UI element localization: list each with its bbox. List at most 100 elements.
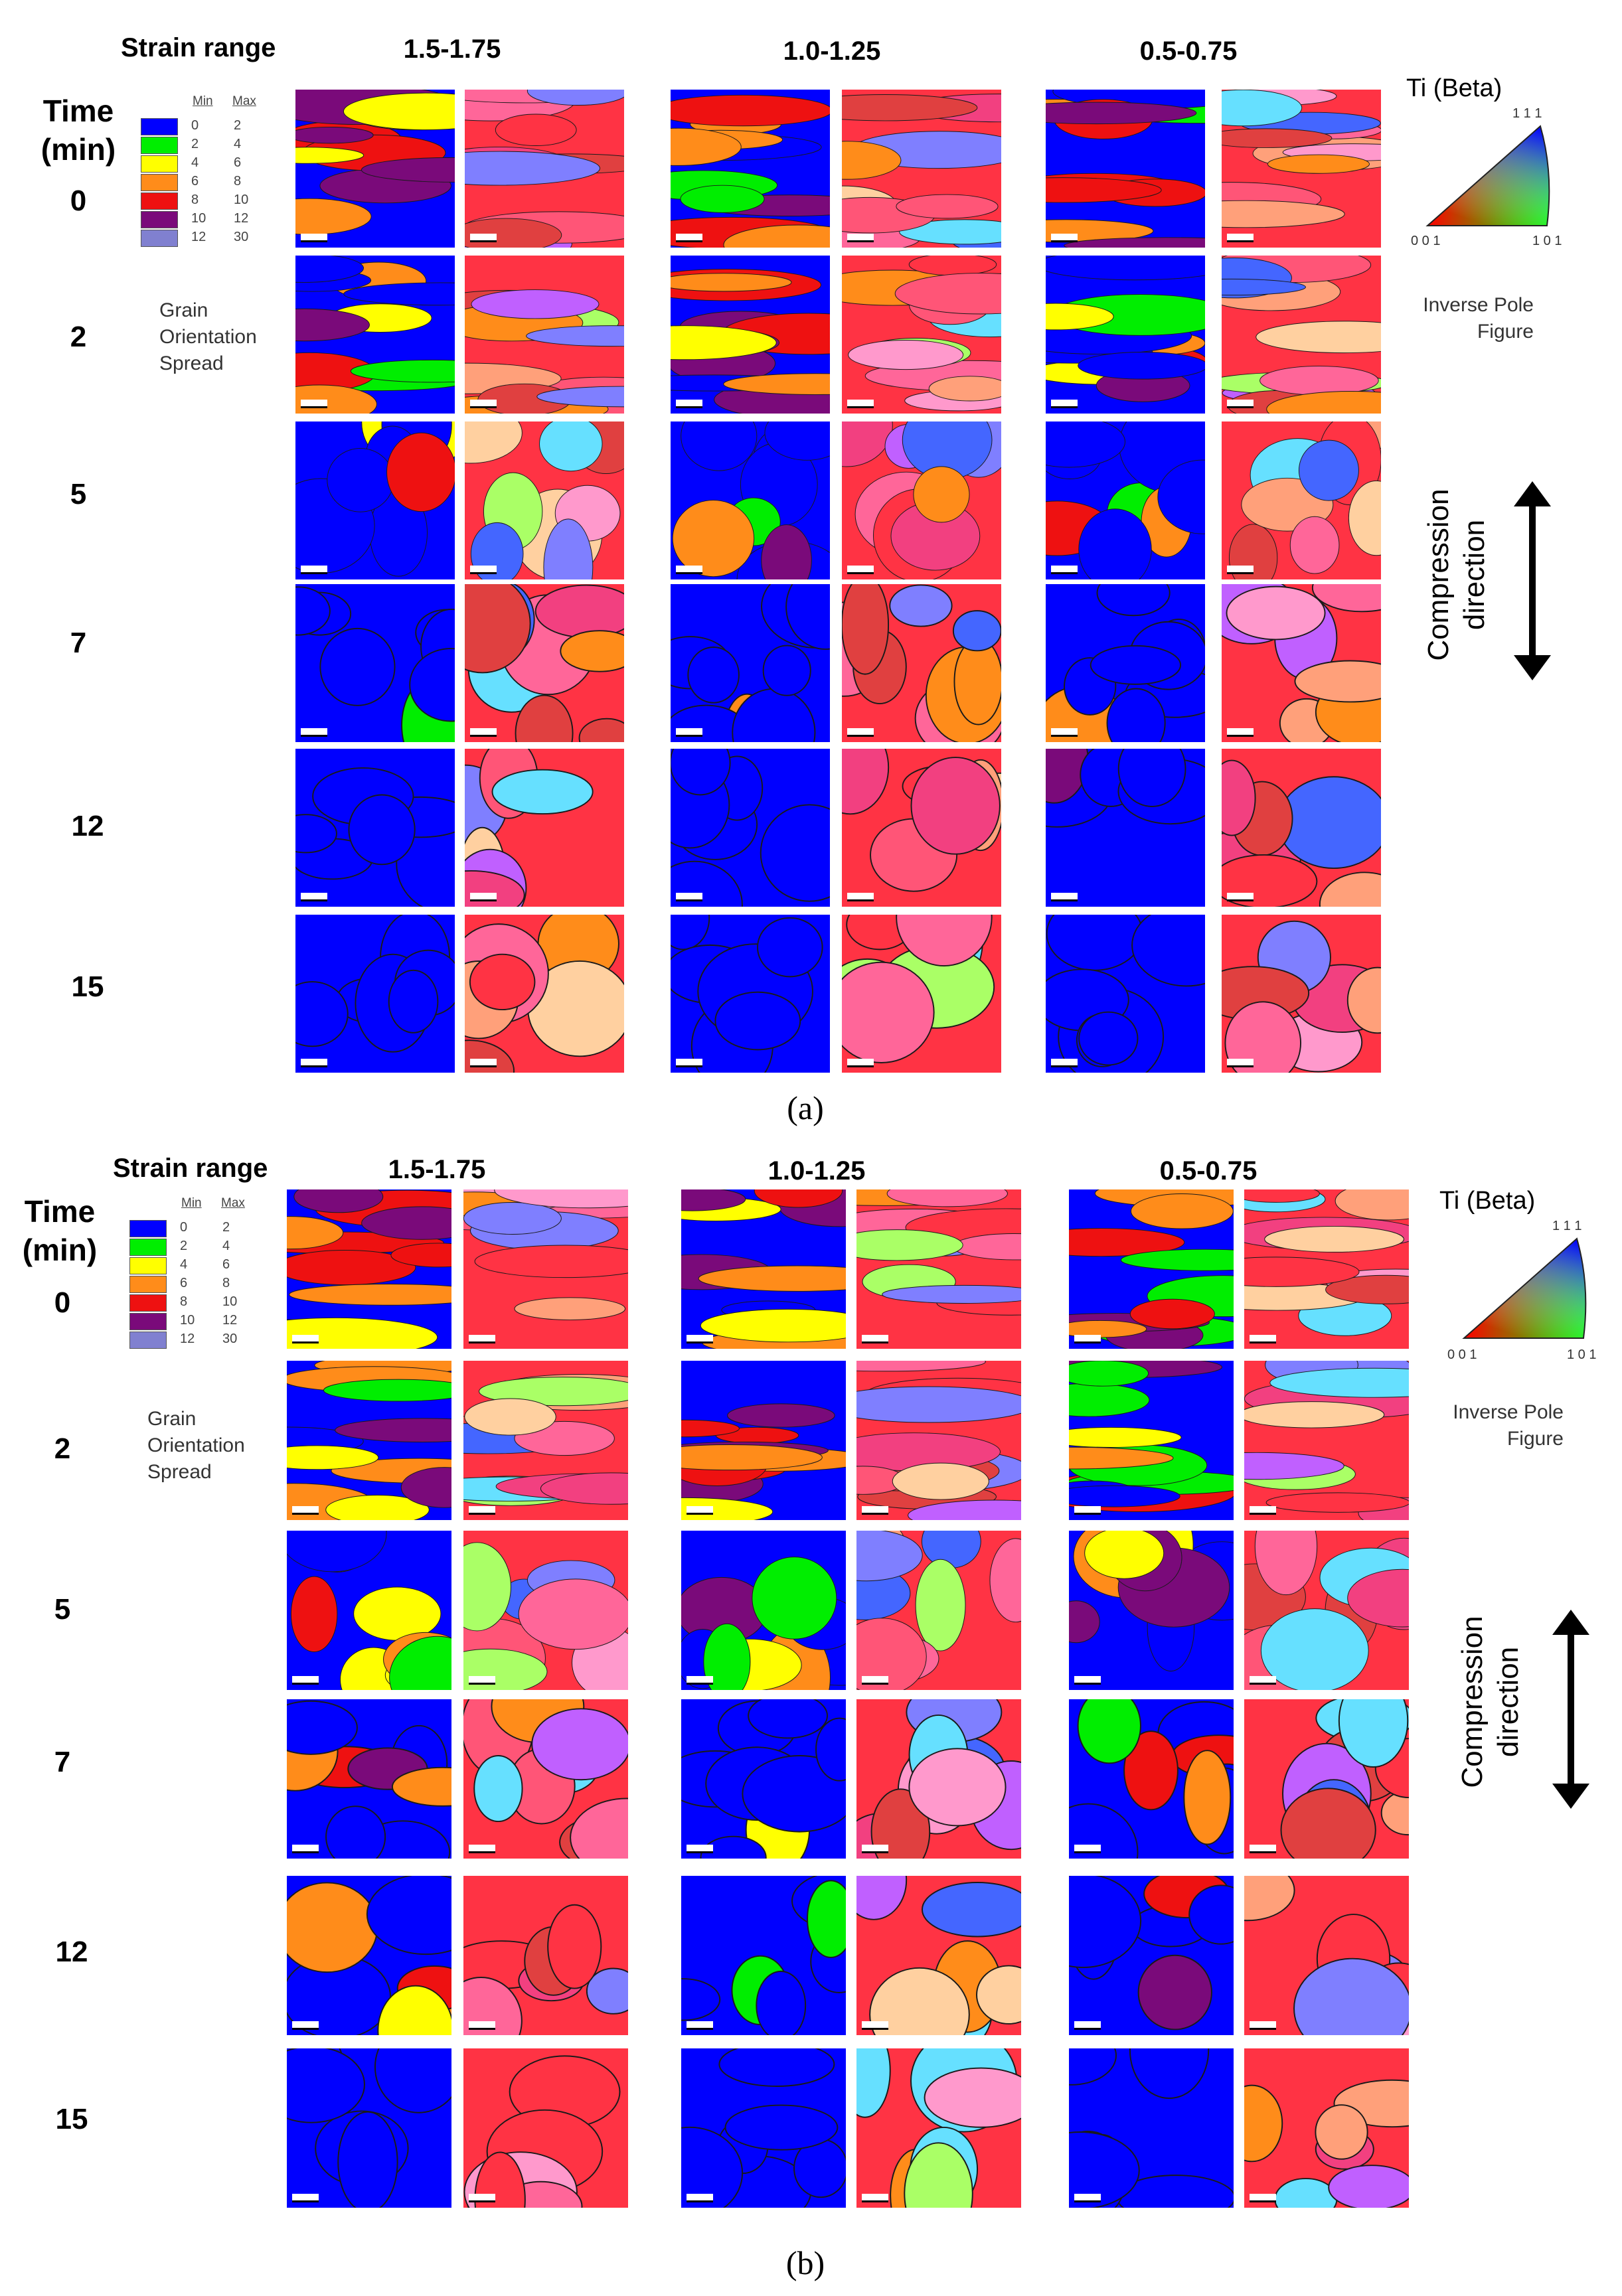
scale-bar — [1250, 1335, 1276, 1343]
gos-legend: Min Max 0 2 2 4 4 6 6 8 8 10 10 12 12 30 — [141, 94, 280, 273]
compression-arrow-icon — [1552, 1610, 1589, 1809]
legend-min: 10 — [180, 1313, 195, 1328]
scale-bar — [1051, 234, 1078, 242]
ipf-map-tile — [465, 915, 624, 1073]
legend-caption: Grain Orientation Spread — [159, 299, 257, 374]
legend-max: 2 — [222, 1220, 230, 1235]
gos-map-tile — [1069, 1361, 1234, 1520]
legend-min: 0 — [180, 1220, 188, 1235]
ipf-map-tile — [1244, 1189, 1409, 1349]
gos-map-tile — [681, 1361, 846, 1520]
scale-bar — [301, 566, 327, 574]
scale-bar — [1227, 1059, 1254, 1067]
gos-map-tile — [681, 1876, 846, 2035]
strain-range-label: Strain range — [121, 33, 276, 62]
scale-bar — [1227, 728, 1254, 737]
legend-min: 6 — [180, 1276, 188, 1290]
legend-min-header: Min — [181, 1196, 202, 1210]
legend-max: 4 — [234, 137, 242, 151]
legend-min-header: Min — [193, 94, 213, 108]
scale-bar — [1250, 1676, 1276, 1685]
ipf-title: Ti (Beta) — [1406, 74, 1502, 102]
scale-bar — [862, 2194, 888, 2202]
scale-bar — [1250, 1845, 1276, 1853]
gos-map-tile — [671, 90, 830, 248]
gos-map-tile — [1046, 584, 1205, 742]
compression-arrow-icon — [1514, 481, 1551, 680]
gos-map-tile — [671, 421, 830, 579]
scale-bar — [301, 400, 327, 408]
legend-caption: Grain Orientation Spread — [147, 1408, 245, 1483]
legend-max: 30 — [222, 1332, 238, 1346]
ipf-map-tile — [1244, 1699, 1409, 1859]
legend-min: 2 — [191, 137, 199, 151]
column-header: 1.5-1.75 — [403, 35, 501, 64]
scale-bar — [687, 1676, 713, 1685]
ipf-map-tile — [1222, 915, 1381, 1073]
ipf-triangle-icon — [1425, 125, 1550, 226]
legend-swatch — [129, 1313, 167, 1330]
column-header: 0.5-0.75 — [1159, 1156, 1257, 1186]
scale-bar — [1051, 566, 1078, 574]
legend-swatch — [129, 1276, 167, 1293]
scale-bar — [301, 728, 327, 737]
ipf-corner-label: 1 0 1 — [1532, 234, 1562, 248]
legend-swatch — [141, 211, 178, 228]
scale-bar — [676, 400, 702, 408]
legend-min: 12 — [191, 230, 206, 244]
ipf-map-tile — [463, 1531, 628, 1690]
legend-max: 4 — [222, 1239, 230, 1253]
column-header: 0.5-0.75 — [1139, 37, 1238, 66]
legend-swatch — [141, 137, 178, 154]
row-label: 12 — [71, 810, 104, 842]
scale-bar — [847, 728, 874, 737]
ipf-map-tile — [465, 256, 624, 414]
gos-legend: Min Max 0 2 2 4 4 6 6 8 8 10 10 12 12 30 — [129, 1196, 269, 1375]
scale-bar — [470, 234, 497, 242]
legend-max: 8 — [222, 1276, 230, 1290]
gos-map-tile — [287, 1361, 451, 1520]
scale-bar — [862, 1845, 888, 1853]
legend-min: 4 — [180, 1257, 188, 1272]
scale-bar — [292, 2021, 319, 2030]
ipf-title: Ti (Beta) — [1439, 1187, 1536, 1215]
legend-swatch — [129, 1220, 167, 1237]
ipf-map-tile — [842, 749, 1001, 907]
ipf-corner-label: 0 0 1 — [1447, 1347, 1477, 1362]
scale-bar — [469, 1506, 495, 1515]
legend-max: 12 — [234, 211, 249, 226]
panel-caption: (b) — [785, 2244, 825, 2281]
legend-max: 8 — [234, 174, 242, 189]
ipf-map-tile — [842, 421, 1001, 579]
ipf-map-tile — [463, 1699, 628, 1859]
row-label: 7 — [54, 1746, 71, 1778]
legend-swatch — [129, 1294, 167, 1312]
scale-bar — [862, 1335, 888, 1343]
scale-bar — [1051, 728, 1078, 737]
ipf-map-tile — [1222, 256, 1381, 414]
column-header: 1.0-1.25 — [783, 37, 881, 66]
column-header: 1.5-1.75 — [388, 1155, 486, 1184]
legend-min: 4 — [191, 155, 199, 170]
gos-map-tile — [671, 915, 830, 1073]
scale-bar — [687, 1335, 713, 1343]
scale-bar — [676, 1059, 702, 1067]
legend-min: 8 — [180, 1294, 188, 1309]
ipf-triangle-icon — [1462, 1237, 1587, 1339]
scale-bar — [1074, 1506, 1101, 1515]
legend-swatch — [141, 174, 178, 191]
scale-bar — [470, 728, 497, 737]
legend-swatch — [129, 1257, 167, 1274]
ipf-map-tile — [1222, 584, 1381, 742]
gos-map-tile — [1046, 90, 1205, 248]
ipf-map-tile — [463, 1876, 628, 2035]
panel-caption: (a) — [787, 1089, 824, 1126]
scale-bar — [687, 2021, 713, 2030]
ipf-map-tile — [463, 1361, 628, 1520]
scale-bar — [469, 2194, 495, 2202]
scale-bar — [292, 1506, 319, 1515]
ipf-map-tile — [465, 584, 624, 742]
scale-bar — [1074, 1335, 1101, 1343]
ipf-map-tile — [856, 1531, 1021, 1690]
legend-max: 6 — [222, 1257, 230, 1272]
